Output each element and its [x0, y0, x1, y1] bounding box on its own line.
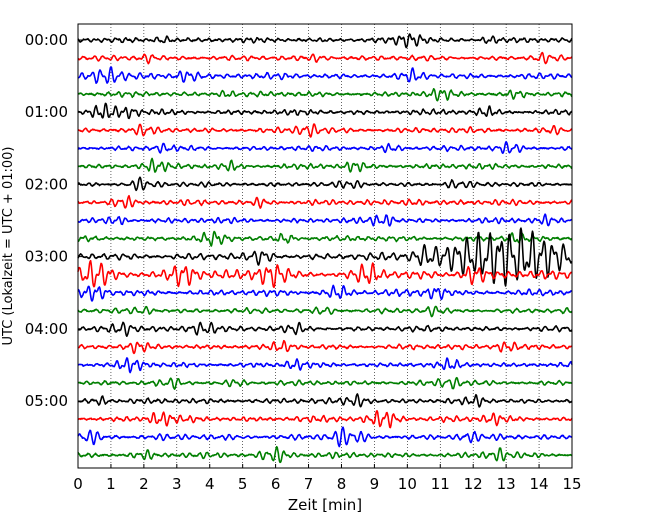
x-tick-label: 4 [205, 475, 215, 493]
trace-0115 [77, 123, 573, 138]
trace-0545 [77, 445, 573, 464]
y-tick-label: 02:00 [25, 175, 68, 193]
plot-frame [77, 23, 573, 469]
trace-0015 [77, 51, 573, 65]
trace-0515 [77, 410, 573, 429]
trace-0130 [77, 140, 573, 154]
trace-0145 [77, 157, 573, 173]
x-tick-label: 0 [73, 475, 83, 493]
x-tick-label: 2 [139, 475, 149, 493]
trace-0400 [77, 321, 573, 337]
x-tick-label: 13 [497, 475, 516, 493]
trace-0200 [77, 176, 573, 192]
x-axis: 0 1 2 3 4 5 6 7 8 9 10 11 12 13 14 15 [73, 464, 582, 493]
y-tick-label: 03:00 [25, 248, 68, 266]
x-axis-title: Zeit [min] [288, 496, 362, 514]
y-axis-title: UTC (Lokalzeit = UTC + 01:00) [1, 147, 16, 346]
trace-0345 [77, 305, 573, 318]
trace-0000 [77, 33, 573, 49]
trace-0100 [77, 102, 573, 120]
x-tick-label: 1 [106, 475, 116, 493]
x-tick-label: 9 [370, 475, 380, 493]
trace-0230 [77, 213, 573, 227]
y-tick-label: 05:00 [25, 392, 68, 410]
x-tick-label: 3 [172, 475, 182, 493]
trace-group [77, 33, 573, 464]
trace-0030 [77, 66, 573, 84]
x-tick-label: 15 [562, 475, 581, 493]
trace-0045 [77, 87, 573, 102]
y-tick-label: 00:00 [25, 31, 68, 49]
trace-0215 [77, 194, 573, 209]
x-tick-label: 7 [304, 475, 314, 493]
trace-0415 [77, 339, 573, 355]
trace-0530 [77, 426, 573, 448]
vertical-grid [110, 24, 540, 468]
x-tick-label: 11 [431, 475, 450, 493]
trace-0300 [77, 227, 573, 287]
trace-0430 [77, 357, 573, 374]
y-axis: 00:00 01:00 02:00 03:00 04:00 05:00 [25, 31, 82, 410]
x-tick-label: 10 [398, 475, 417, 493]
trace-0315 [77, 259, 573, 289]
x-tick-label: 14 [530, 475, 549, 493]
x-tick-label: 12 [464, 475, 483, 493]
trace-0330 [77, 284, 573, 302]
trace-0500 [77, 393, 573, 408]
x-tick-label: 5 [238, 475, 248, 493]
y-tick-label: 01:00 [25, 103, 68, 121]
trace-0445 [77, 376, 573, 390]
x-tick-label: 6 [271, 475, 281, 493]
y-tick-label: 04:00 [25, 320, 68, 338]
x-tick-label: 8 [337, 475, 347, 493]
